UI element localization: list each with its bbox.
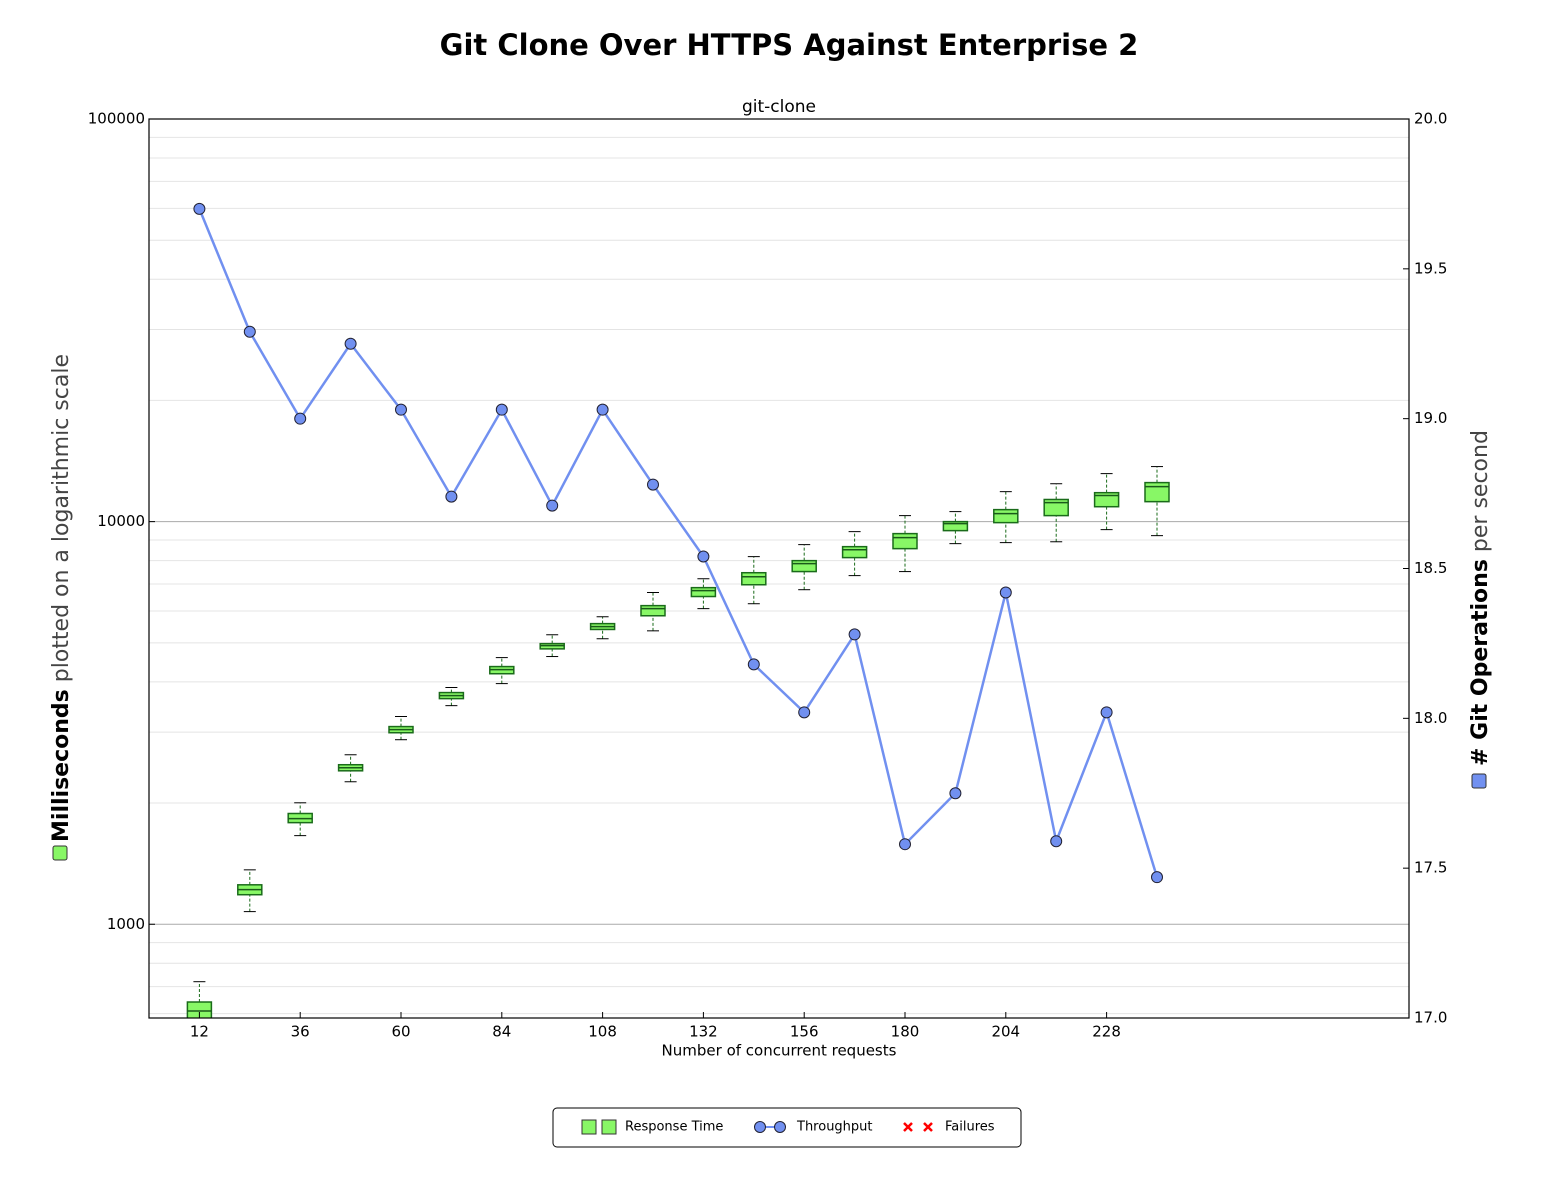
legend-label: Response Time: [625, 1120, 723, 1135]
throughput-point: [243, 325, 256, 338]
box: [1144, 481, 1170, 503]
y2-tick-label: 18.0: [1414, 709, 1447, 727]
throughput-point: [697, 550, 710, 563]
grid: [149, 118, 1409, 1015]
x-tick-label: 12: [190, 1023, 209, 1041]
y2-tick-label: 19.5: [1414, 259, 1447, 277]
plot-frame: [148, 118, 1410, 1019]
throughput-point: [596, 403, 609, 416]
legend-label: Throughput: [796, 1120, 873, 1135]
throughput-point: [1100, 706, 1113, 719]
throughput-point: [546, 499, 559, 512]
plot-area: [186, 202, 1170, 1018]
x-tick-label: 204: [991, 1023, 1020, 1041]
throughput-point: [395, 403, 407, 416]
throughput-point: [1151, 871, 1163, 884]
box: [892, 532, 918, 550]
throughput-point: [999, 586, 1012, 599]
x-tick-label: 84: [492, 1023, 511, 1041]
y-label-bold: Milliseconds: [49, 689, 74, 842]
y2-tick-label: 17.5: [1414, 859, 1447, 877]
box: [841, 545, 868, 559]
box: [1043, 498, 1069, 517]
y-tick-label: 1000: [107, 915, 145, 933]
y2-axis-label: # Git Operations per second: [1468, 430, 1493, 766]
legend-swatch: [903, 1122, 913, 1132]
y2-label-rest: per second: [1468, 430, 1493, 559]
box: [741, 571, 767, 586]
throughput-point: [1050, 835, 1063, 848]
x-tick-label: 36: [291, 1023, 310, 1041]
legend-label: Failures: [945, 1120, 995, 1135]
legend-swatch: [581, 1119, 597, 1135]
box: [186, 1001, 213, 1018]
y-tick-label: 100000: [88, 110, 145, 128]
throughput-point: [294, 412, 307, 425]
throughput-point: [193, 202, 206, 215]
throughput-point: [344, 337, 357, 350]
throughput-point: [647, 478, 659, 491]
throughput-point: [798, 706, 811, 719]
y2-tick-label: 17.0: [1414, 1009, 1447, 1027]
y2-tick-label: 19.0: [1414, 409, 1447, 427]
y2-tick-label: 20.0: [1414, 110, 1447, 128]
y-axis-label: Milliseconds plotted on a logarithmic sc…: [49, 354, 74, 842]
x-tick-label: 108: [588, 1023, 617, 1041]
chart-subtitle: git-clone: [742, 97, 816, 117]
x-tick-label: 132: [689, 1023, 718, 1041]
x-axis-label: Number of concurrent requests: [662, 1042, 897, 1060]
y2-label-icon: [1471, 773, 1487, 789]
legend-swatch: [601, 1119, 617, 1135]
y-label-icon: [52, 845, 68, 861]
x-tick-label: 156: [790, 1023, 819, 1041]
legend-swatch: [923, 1122, 933, 1132]
x-tick-label: 228: [1092, 1023, 1121, 1041]
throughput-point: [949, 787, 962, 800]
throughput-line: [198, 208, 1159, 878]
throughput-point: [445, 490, 458, 503]
throughput-point: [495, 403, 508, 416]
y-tick-label: 10000: [97, 512, 145, 530]
throughput-point: [848, 628, 861, 641]
legend: Response Time Throughput Failures: [581, 1119, 995, 1135]
y-label-rest: plotted on a logarithmic scale: [49, 354, 74, 689]
axes: 1000 10000 100000 17.0 17.5 18.0 18.5 19.0 19.5 2…: [88, 110, 1448, 1041]
x-tick-label: 180: [891, 1023, 920, 1041]
legend-swatch: [774, 1121, 786, 1133]
chart-title: Git Clone Over HTTPS Against Enterprise …: [440, 28, 1139, 62]
box: [993, 508, 1019, 524]
box: [690, 586, 717, 598]
y2-label-bold: # Git Operations: [1468, 559, 1493, 766]
x-tick-label: 60: [391, 1023, 410, 1041]
box: [791, 559, 817, 573]
throughput-point: [747, 658, 760, 671]
legend-swatch: [754, 1121, 766, 1133]
box: [640, 604, 666, 617]
throughput-point: [899, 838, 911, 851]
y2-tick-label: 18.5: [1414, 559, 1447, 577]
legend-box: [552, 1107, 1022, 1148]
box: [942, 520, 969, 532]
